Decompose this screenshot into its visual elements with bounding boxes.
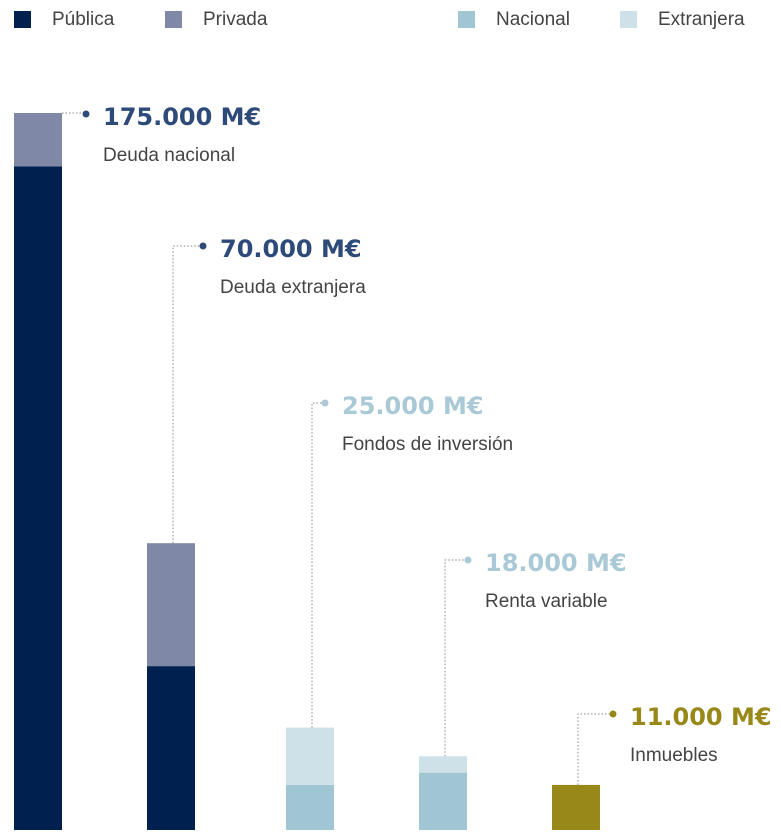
connector: [172, 245, 203, 544]
bar-segment: [14, 113, 62, 167]
legend-label: Privada: [203, 9, 268, 30]
total-label: 175.000 M€: [103, 103, 261, 131]
connector-dot: [321, 399, 329, 407]
total-label: 70.000 M€: [220, 235, 362, 263]
legend-swatch: [14, 11, 31, 28]
category-label: Renta variable: [485, 591, 608, 612]
connector-dot: [82, 110, 90, 118]
total-label: 25.000 M€: [342, 392, 484, 420]
connector: [311, 402, 325, 728]
connector-dot: [199, 242, 207, 250]
bar-segment: [147, 543, 195, 667]
bar-segment: [147, 666, 195, 830]
legend-swatch: [620, 11, 637, 28]
category-label: Deuda extranjera: [220, 277, 366, 298]
bar-segment: [286, 727, 334, 785]
total-label: 18.000 M€: [485, 549, 627, 577]
connector-dot: [609, 710, 617, 718]
bar-segment: [286, 784, 334, 830]
legend-label: Pública: [52, 9, 115, 30]
legend-label: Extranjera: [658, 9, 745, 30]
bar-segment: [419, 756, 467, 773]
category-label: Fondos de inversión: [342, 434, 513, 455]
connector: [444, 559, 468, 757]
category-label: Deuda nacional: [103, 145, 235, 166]
category-label: Inmuebles: [630, 745, 718, 766]
bar-segment: [552, 784, 600, 830]
legend-swatch: [165, 11, 182, 28]
connector-dot: [464, 556, 472, 564]
bar-segment: [419, 772, 467, 830]
bar-segment: [14, 166, 62, 830]
legend-swatch: [458, 11, 475, 28]
connector: [577, 713, 613, 785]
legend-label: Nacional: [496, 9, 570, 30]
total-label: 11.000 M€: [630, 703, 772, 731]
